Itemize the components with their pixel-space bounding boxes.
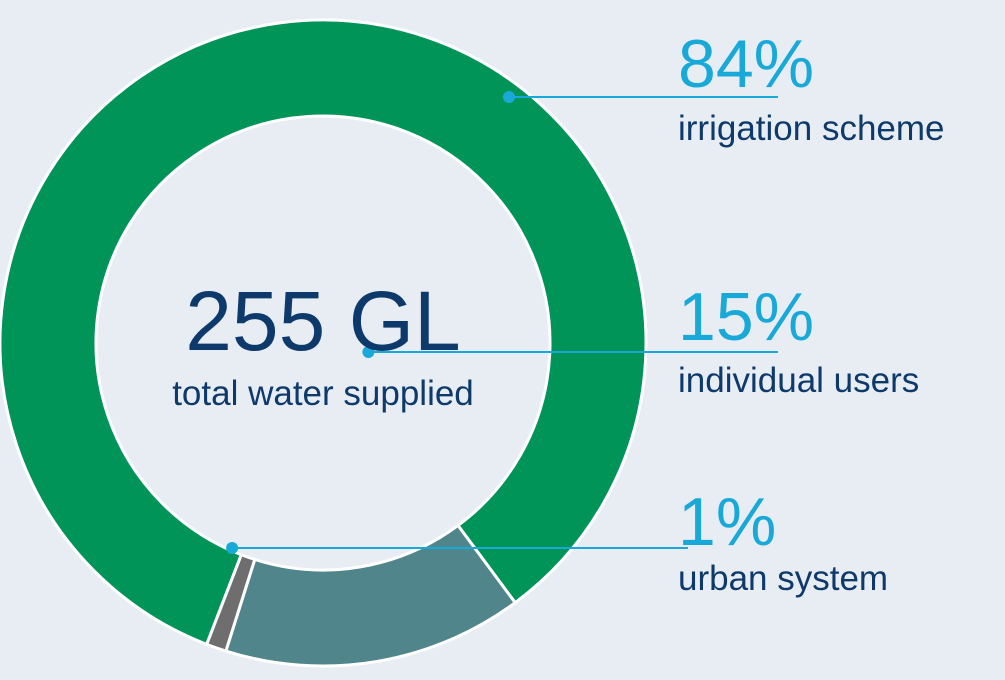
slice-individual <box>223 523 518 668</box>
slice-urban <box>204 552 257 653</box>
leader-lines <box>226 91 778 554</box>
leader-dot-urban <box>226 542 239 554</box>
pct-label-individual: 15% <box>678 279 814 355</box>
center-value: 255 GL <box>185 274 461 368</box>
leader-dot-individual <box>362 346 375 358</box>
slice-irrigation <box>0 18 648 647</box>
category-label-irrigation: irrigation scheme <box>678 109 945 148</box>
pct-label-irrigation: 84% <box>678 26 814 102</box>
pct-label-urban: 1% <box>678 484 776 560</box>
center-label: total water supplied <box>172 374 474 413</box>
donut-slices <box>0 18 648 668</box>
leader-dot-irrigation <box>503 91 515 103</box>
category-label-individual: individual users <box>678 361 919 400</box>
category-label-urban: urban system <box>678 559 888 598</box>
